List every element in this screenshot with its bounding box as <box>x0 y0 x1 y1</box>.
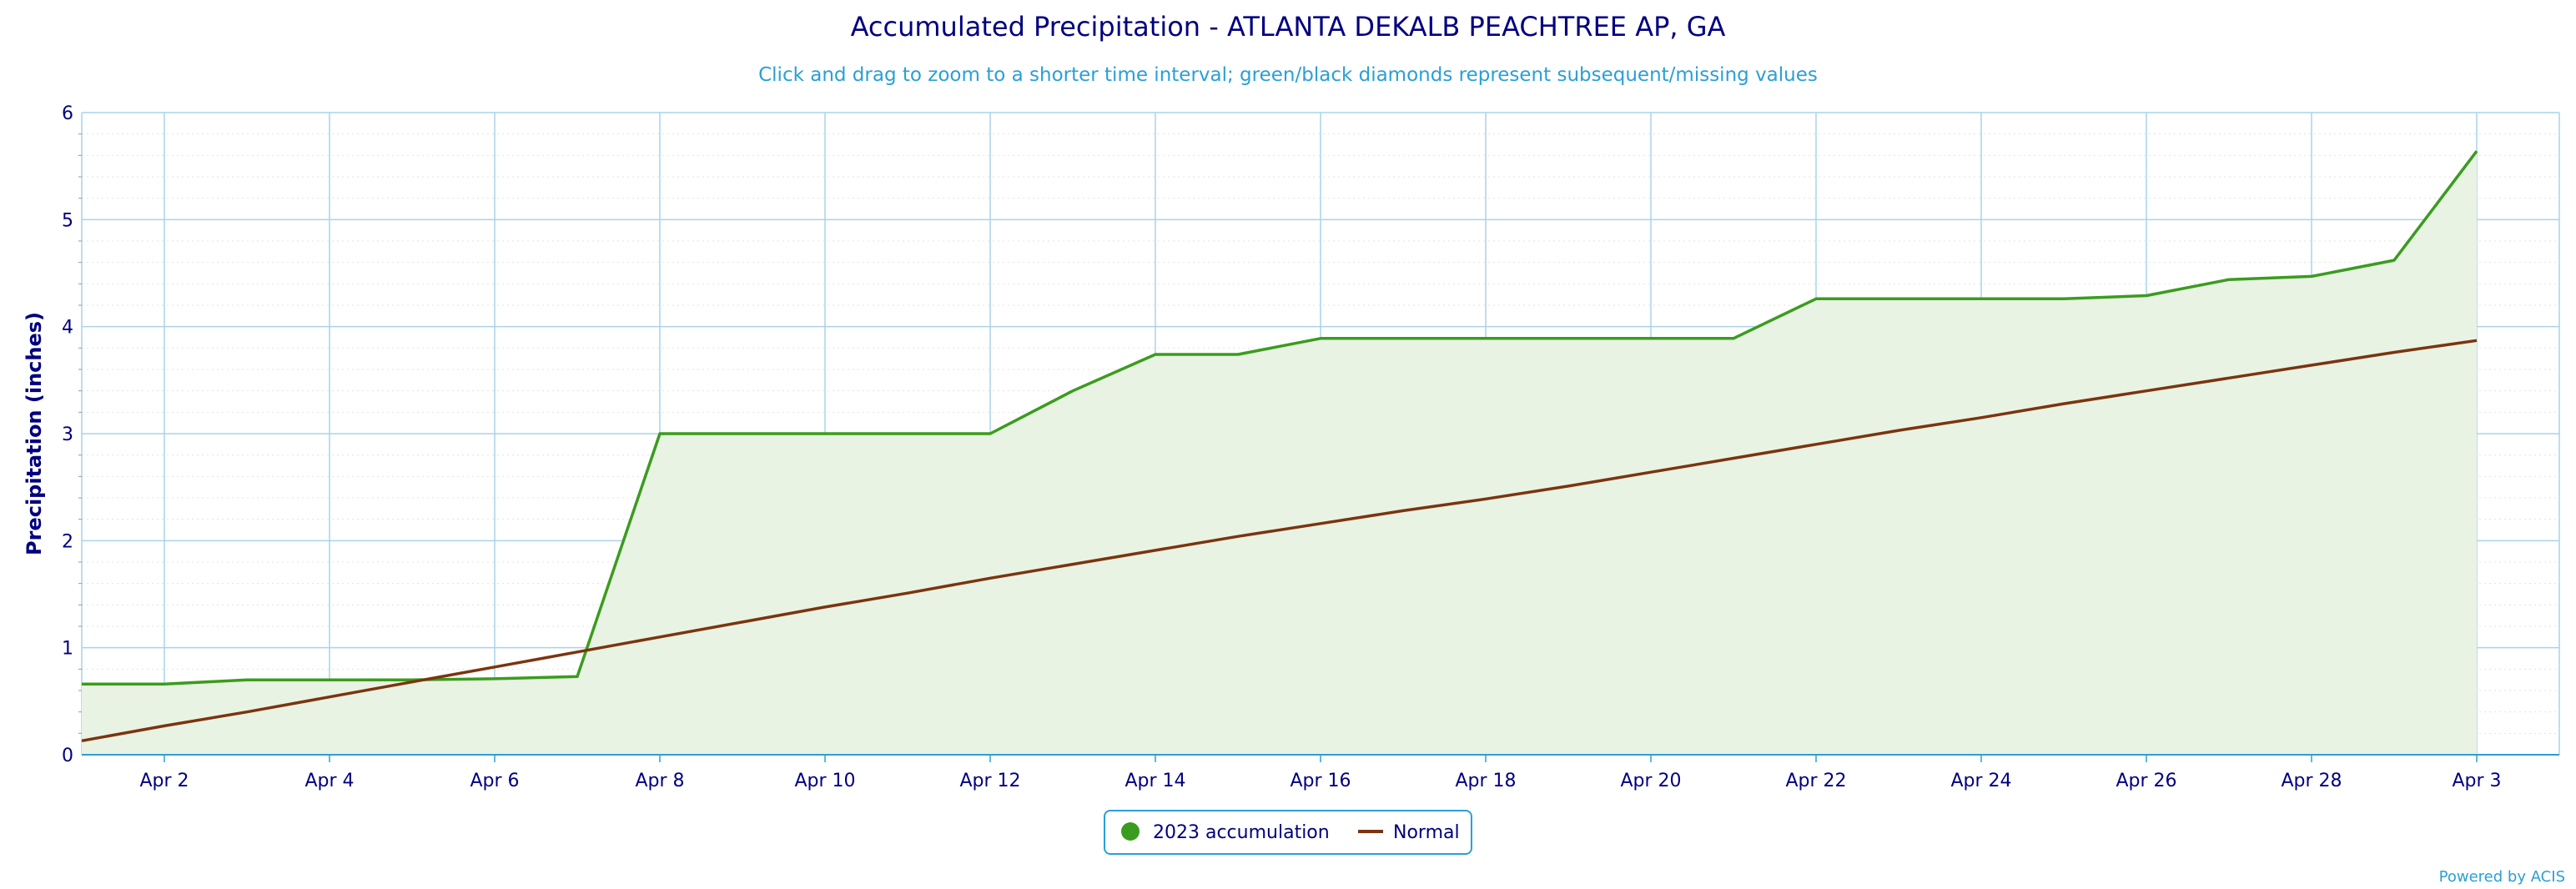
data-point-2023-accumulation[interactable] <box>984 428 996 439</box>
data-point-normal[interactable] <box>489 661 501 673</box>
data-point-2023-accumulation[interactable] <box>2223 274 2235 285</box>
credit-link[interactable]: Powered by ACIS <box>2439 868 2565 886</box>
data-point-normal[interactable] <box>2388 346 2400 358</box>
x-tick-label: Apr 3 <box>2452 771 2501 791</box>
data-point-normal[interactable] <box>902 587 913 599</box>
data-point-normal[interactable] <box>158 720 170 731</box>
data-point-normal[interactable] <box>1150 545 1161 556</box>
x-tick-label: Apr 10 <box>794 771 855 791</box>
data-point-2023-accumulation[interactable] <box>1315 333 1326 344</box>
data-point-2023-accumulation[interactable] <box>1397 333 1409 344</box>
data-point-2023-accumulation[interactable] <box>2471 145 2483 157</box>
x-tick-label: Apr 26 <box>2116 771 2176 791</box>
data-point-normal[interactable] <box>1893 424 1904 436</box>
x-tick-label: Apr 12 <box>959 771 1020 791</box>
data-point-normal[interactable] <box>1645 466 1657 478</box>
data-point-2023-accumulation[interactable] <box>1893 293 1904 304</box>
x-tick-label: Apr 22 <box>1785 771 1846 791</box>
data-point-normal[interactable] <box>2306 359 2317 371</box>
x-tick-label: Apr 20 <box>1620 771 1681 791</box>
x-tick-label: Apr 18 <box>1455 771 1516 791</box>
data-point-normal[interactable] <box>241 706 253 718</box>
y-tick-label: 4 <box>62 318 73 339</box>
legend-item-normal[interactable]: Normal <box>1358 822 1460 843</box>
data-point-2023-accumulation[interactable] <box>1067 385 1079 397</box>
x-tick-label: Apr 4 <box>304 771 354 791</box>
data-point-normal[interactable] <box>2223 372 2235 384</box>
legend: 2023 accumulation Normal <box>1104 810 1472 855</box>
data-point-2023-accumulation[interactable] <box>158 678 170 690</box>
series-line-normal[interactable] <box>81 339 2478 743</box>
y-tick-label: 5 <box>62 210 73 231</box>
series-area-2023-accumulation <box>82 151 2477 755</box>
data-point-normal[interactable] <box>571 646 583 658</box>
data-point-2023-accumulation[interactable] <box>489 673 501 685</box>
y-tick-label: 3 <box>62 424 73 445</box>
x-tick-label: Apr 28 <box>2281 771 2342 791</box>
data-point-2023-accumulation[interactable] <box>2306 270 2317 282</box>
data-point-normal[interactable] <box>76 735 88 746</box>
y-tick-label: 1 <box>62 639 73 660</box>
data-point-normal[interactable] <box>984 572 996 584</box>
axes: 0 1 2 3 4 5 6 Apr 2 Apr 4 Apr 6 Apr 8 Apr 10 Apr 12 A… <box>62 103 2559 791</box>
legend-label-normal: Normal <box>1393 822 1460 843</box>
data-point-normal[interactable] <box>1232 530 1244 542</box>
data-point-normal[interactable] <box>2058 398 2070 409</box>
x-tick-label: Apr 14 <box>1124 771 1185 791</box>
data-point-2023-accumulation[interactable] <box>654 428 666 439</box>
chart-title: Accumulated Precipitation - ATLANTA DEKA… <box>851 11 1726 43</box>
x-tick-label: Apr 8 <box>635 771 684 791</box>
x-tick-label: Apr 24 <box>1950 771 2011 791</box>
data-point-2023-accumulation[interactable] <box>76 678 88 690</box>
series-line-2023-accumulation[interactable] <box>82 150 2478 686</box>
data-point-normal[interactable] <box>406 676 418 688</box>
data-point-normal[interactable] <box>1810 439 1822 450</box>
data-point-normal[interactable] <box>2141 385 2152 397</box>
series-layer <box>76 145 2483 755</box>
data-point-2023-accumulation[interactable] <box>2058 293 2070 304</box>
data-point-normal[interactable] <box>1397 505 1409 516</box>
data-point-2023-accumulation[interactable] <box>571 671 583 682</box>
data-point-normal[interactable] <box>2471 334 2483 346</box>
data-point-2023-accumulation[interactable] <box>1562 333 1574 344</box>
data-point-2023-accumulation[interactable] <box>2141 289 2152 301</box>
x-tick-label: Apr 6 <box>470 771 519 791</box>
data-point-normal[interactable] <box>819 601 831 613</box>
data-point-normal[interactable] <box>1480 493 1492 505</box>
data-point-normal[interactable] <box>1728 453 1739 465</box>
y-tick-label: 0 <box>62 746 73 766</box>
data-point-normal[interactable] <box>1562 480 1574 492</box>
data-point-2023-accumulation[interactable] <box>324 674 335 686</box>
data-point-2023-accumulation[interactable] <box>1975 293 1987 304</box>
x-tick-label: Apr 16 <box>1290 771 1351 791</box>
data-point-normal[interactable] <box>1315 518 1326 530</box>
y-tick-label: 2 <box>62 531 73 552</box>
legend-box <box>1104 810 1472 855</box>
x-tick-label: Apr 2 <box>139 771 189 791</box>
data-point-normal[interactable] <box>737 616 748 628</box>
legend-label-2023-accumulation: 2023 accumulation <box>1153 822 1330 843</box>
data-point-normal[interactable] <box>1975 412 1987 424</box>
data-point-2023-accumulation[interactable] <box>1232 349 1244 360</box>
data-point-normal[interactable] <box>1067 559 1079 570</box>
data-point-2023-accumulation[interactable] <box>2388 254 2400 266</box>
data-point-2023-accumulation[interactable] <box>1645 333 1657 344</box>
y-tick-label: 6 <box>62 103 73 124</box>
data-point-2023-accumulation[interactable] <box>1150 349 1161 360</box>
legend-item-2023-accumulation[interactable]: 2023 accumulation <box>1121 822 1330 843</box>
data-point-2023-accumulation[interactable] <box>902 428 913 439</box>
data-point-2023-accumulation[interactable] <box>1728 333 1739 344</box>
data-point-2023-accumulation[interactable] <box>819 428 831 439</box>
data-point-normal[interactable] <box>324 691 335 703</box>
data-point-normal[interactable] <box>654 631 666 643</box>
chart-subtitle: Click and drag to zoom to a shorter time… <box>758 64 1818 86</box>
data-point-2023-accumulation[interactable] <box>737 428 748 439</box>
data-point-2023-accumulation[interactable] <box>241 674 253 686</box>
data-point-2023-accumulation[interactable] <box>1810 293 1822 304</box>
y-axis-label: Precipitation (inches) <box>23 312 46 555</box>
data-point-2023-accumulation[interactable] <box>1480 333 1492 344</box>
legend-marker-2023-accumulation <box>1121 822 1140 841</box>
